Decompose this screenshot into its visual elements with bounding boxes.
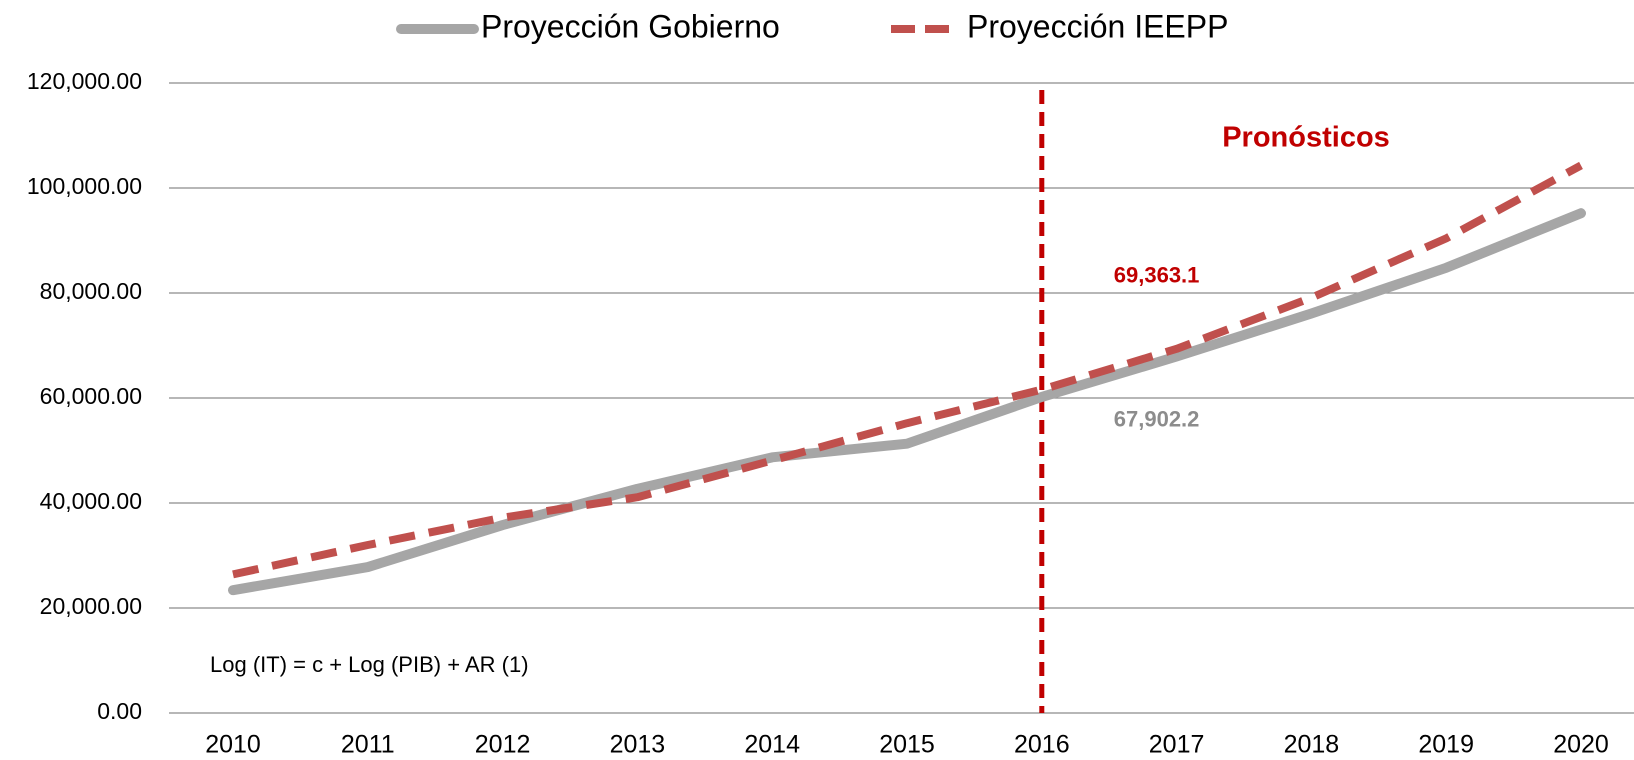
y-tick-label: 0.00 — [97, 698, 142, 724]
y-tick-label: 80,000.00 — [40, 278, 142, 304]
x-tick-label: 2017 — [1149, 731, 1205, 759]
x-tick-label: 2011 — [341, 731, 395, 759]
x-tick-label: 2015 — [879, 731, 935, 759]
forecast-label: Pronósticos — [1222, 122, 1390, 154]
x-tick-label: 2016 — [1014, 731, 1070, 759]
series-line — [232, 161, 1583, 579]
x-tick-label: 2012 — [475, 731, 531, 759]
x-tick-label: 2013 — [610, 731, 666, 759]
y-tick-label: 60,000.00 — [40, 383, 142, 409]
x-tick-label: 2010 — [205, 731, 261, 759]
legend-label: Proyección Gobierno — [481, 8, 780, 44]
x-tick-label: 2018 — [1284, 731, 1340, 759]
data-label: 67,902.2 — [1114, 406, 1200, 431]
x-tick-label: 2020 — [1553, 731, 1609, 759]
y-tick-label: 20,000.00 — [40, 593, 142, 619]
y-tick-label: 120,000.00 — [27, 68, 142, 94]
series-line — [228, 208, 1586, 596]
y-tick-label: 40,000.00 — [40, 488, 142, 514]
legend-label: Proyección IEEPP — [967, 8, 1228, 44]
x-tick-label: 2014 — [744, 731, 800, 759]
y-tick-label: 100,000.00 — [27, 173, 142, 199]
x-tick-label: 2019 — [1418, 731, 1474, 759]
annotation: Log (IT) = c + Log (PIB) + AR (1) — [210, 652, 529, 677]
data-label: 69,363.1 — [1114, 263, 1200, 288]
